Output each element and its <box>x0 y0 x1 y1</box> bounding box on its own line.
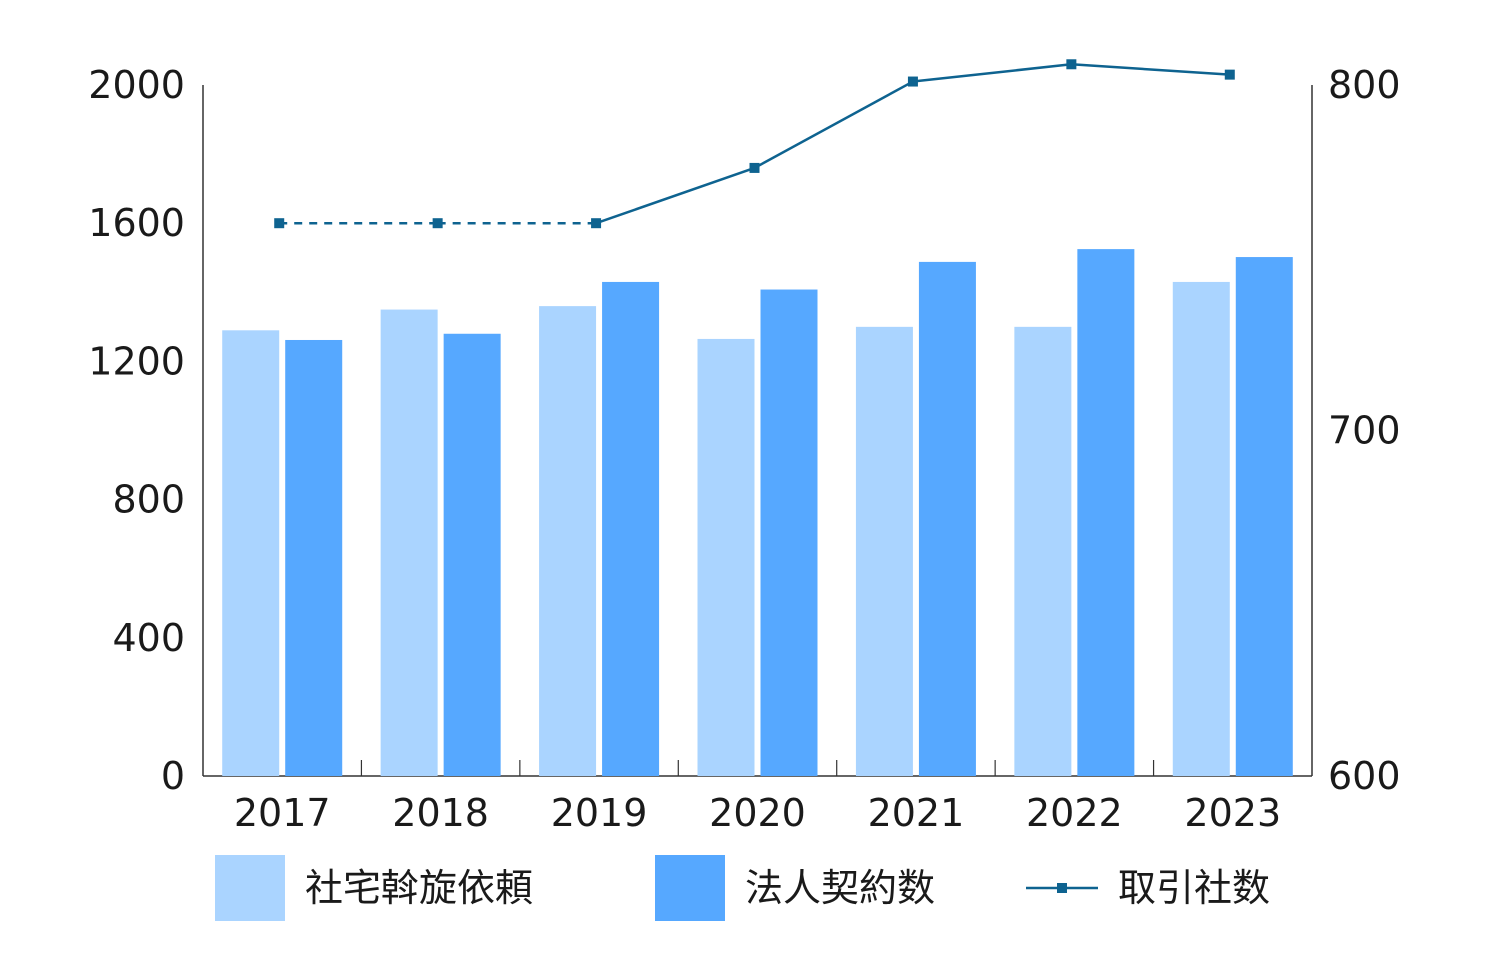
y-right-tick-label: 700 <box>1328 409 1401 453</box>
bar-corporate-contract <box>1077 249 1135 777</box>
bar-corporate-contract <box>1235 257 1293 777</box>
line-point-torihiki <box>432 218 443 229</box>
bar-shataku-request <box>855 326 913 776</box>
legend-label: 社宅斡旋依頼 <box>305 866 533 910</box>
y-right-tick-label: 800 <box>1328 63 1401 107</box>
legend-swatch <box>655 855 725 921</box>
y-right-tick-label: 600 <box>1328 754 1401 798</box>
legend-swatch <box>215 855 285 921</box>
y-left-tick-label: 400 <box>112 616 185 660</box>
x-tick-label: 2023 <box>1184 791 1281 835</box>
line-segment-torihiki <box>595 166 755 225</box>
x-tick-label: 2019 <box>551 791 648 835</box>
x-tick-label: 2021 <box>868 791 965 835</box>
line-point-torihiki <box>274 218 285 229</box>
bar-shataku-request <box>697 338 755 776</box>
legend-label: 取引社数 <box>1118 866 1270 910</box>
x-tick-label: 2017 <box>234 791 331 835</box>
y-left-tick-label: 1600 <box>88 201 185 245</box>
bar-shataku-request <box>539 306 597 776</box>
legend-label: 法人契約数 <box>745 866 935 910</box>
bar-corporate-contract <box>760 289 818 776</box>
line-point-torihiki <box>749 162 760 173</box>
legend-marker <box>1057 883 1067 893</box>
line-point-torihiki <box>907 76 918 87</box>
y-left-tick-label: 800 <box>112 478 185 522</box>
line-segment-torihiki <box>753 80 914 170</box>
y-left-tick-label: 2000 <box>88 63 185 107</box>
bar-shataku-request <box>1014 326 1072 776</box>
x-tick-label: 2022 <box>1026 791 1123 835</box>
y-left-tick-label: 1200 <box>88 339 185 383</box>
bar-shataku-request <box>380 309 438 776</box>
line-point-torihiki <box>1066 59 1077 70</box>
line-segment-torihiki <box>912 63 1072 83</box>
bar-corporate-contract <box>285 339 343 776</box>
bar-corporate-contract <box>443 333 501 776</box>
line-point-torihiki <box>591 218 602 229</box>
bar-shataku-request <box>1172 281 1230 776</box>
bar-corporate-contract <box>602 281 660 776</box>
line-segment-torihiki <box>1071 63 1230 76</box>
bar-corporate-contract <box>918 261 976 776</box>
x-tick-label: 2020 <box>709 791 806 835</box>
line-point-torihiki <box>1224 69 1235 80</box>
x-tick-label: 2018 <box>392 791 489 835</box>
bar-shataku-request <box>222 330 280 776</box>
y-left-tick-label: 0 <box>161 754 185 798</box>
